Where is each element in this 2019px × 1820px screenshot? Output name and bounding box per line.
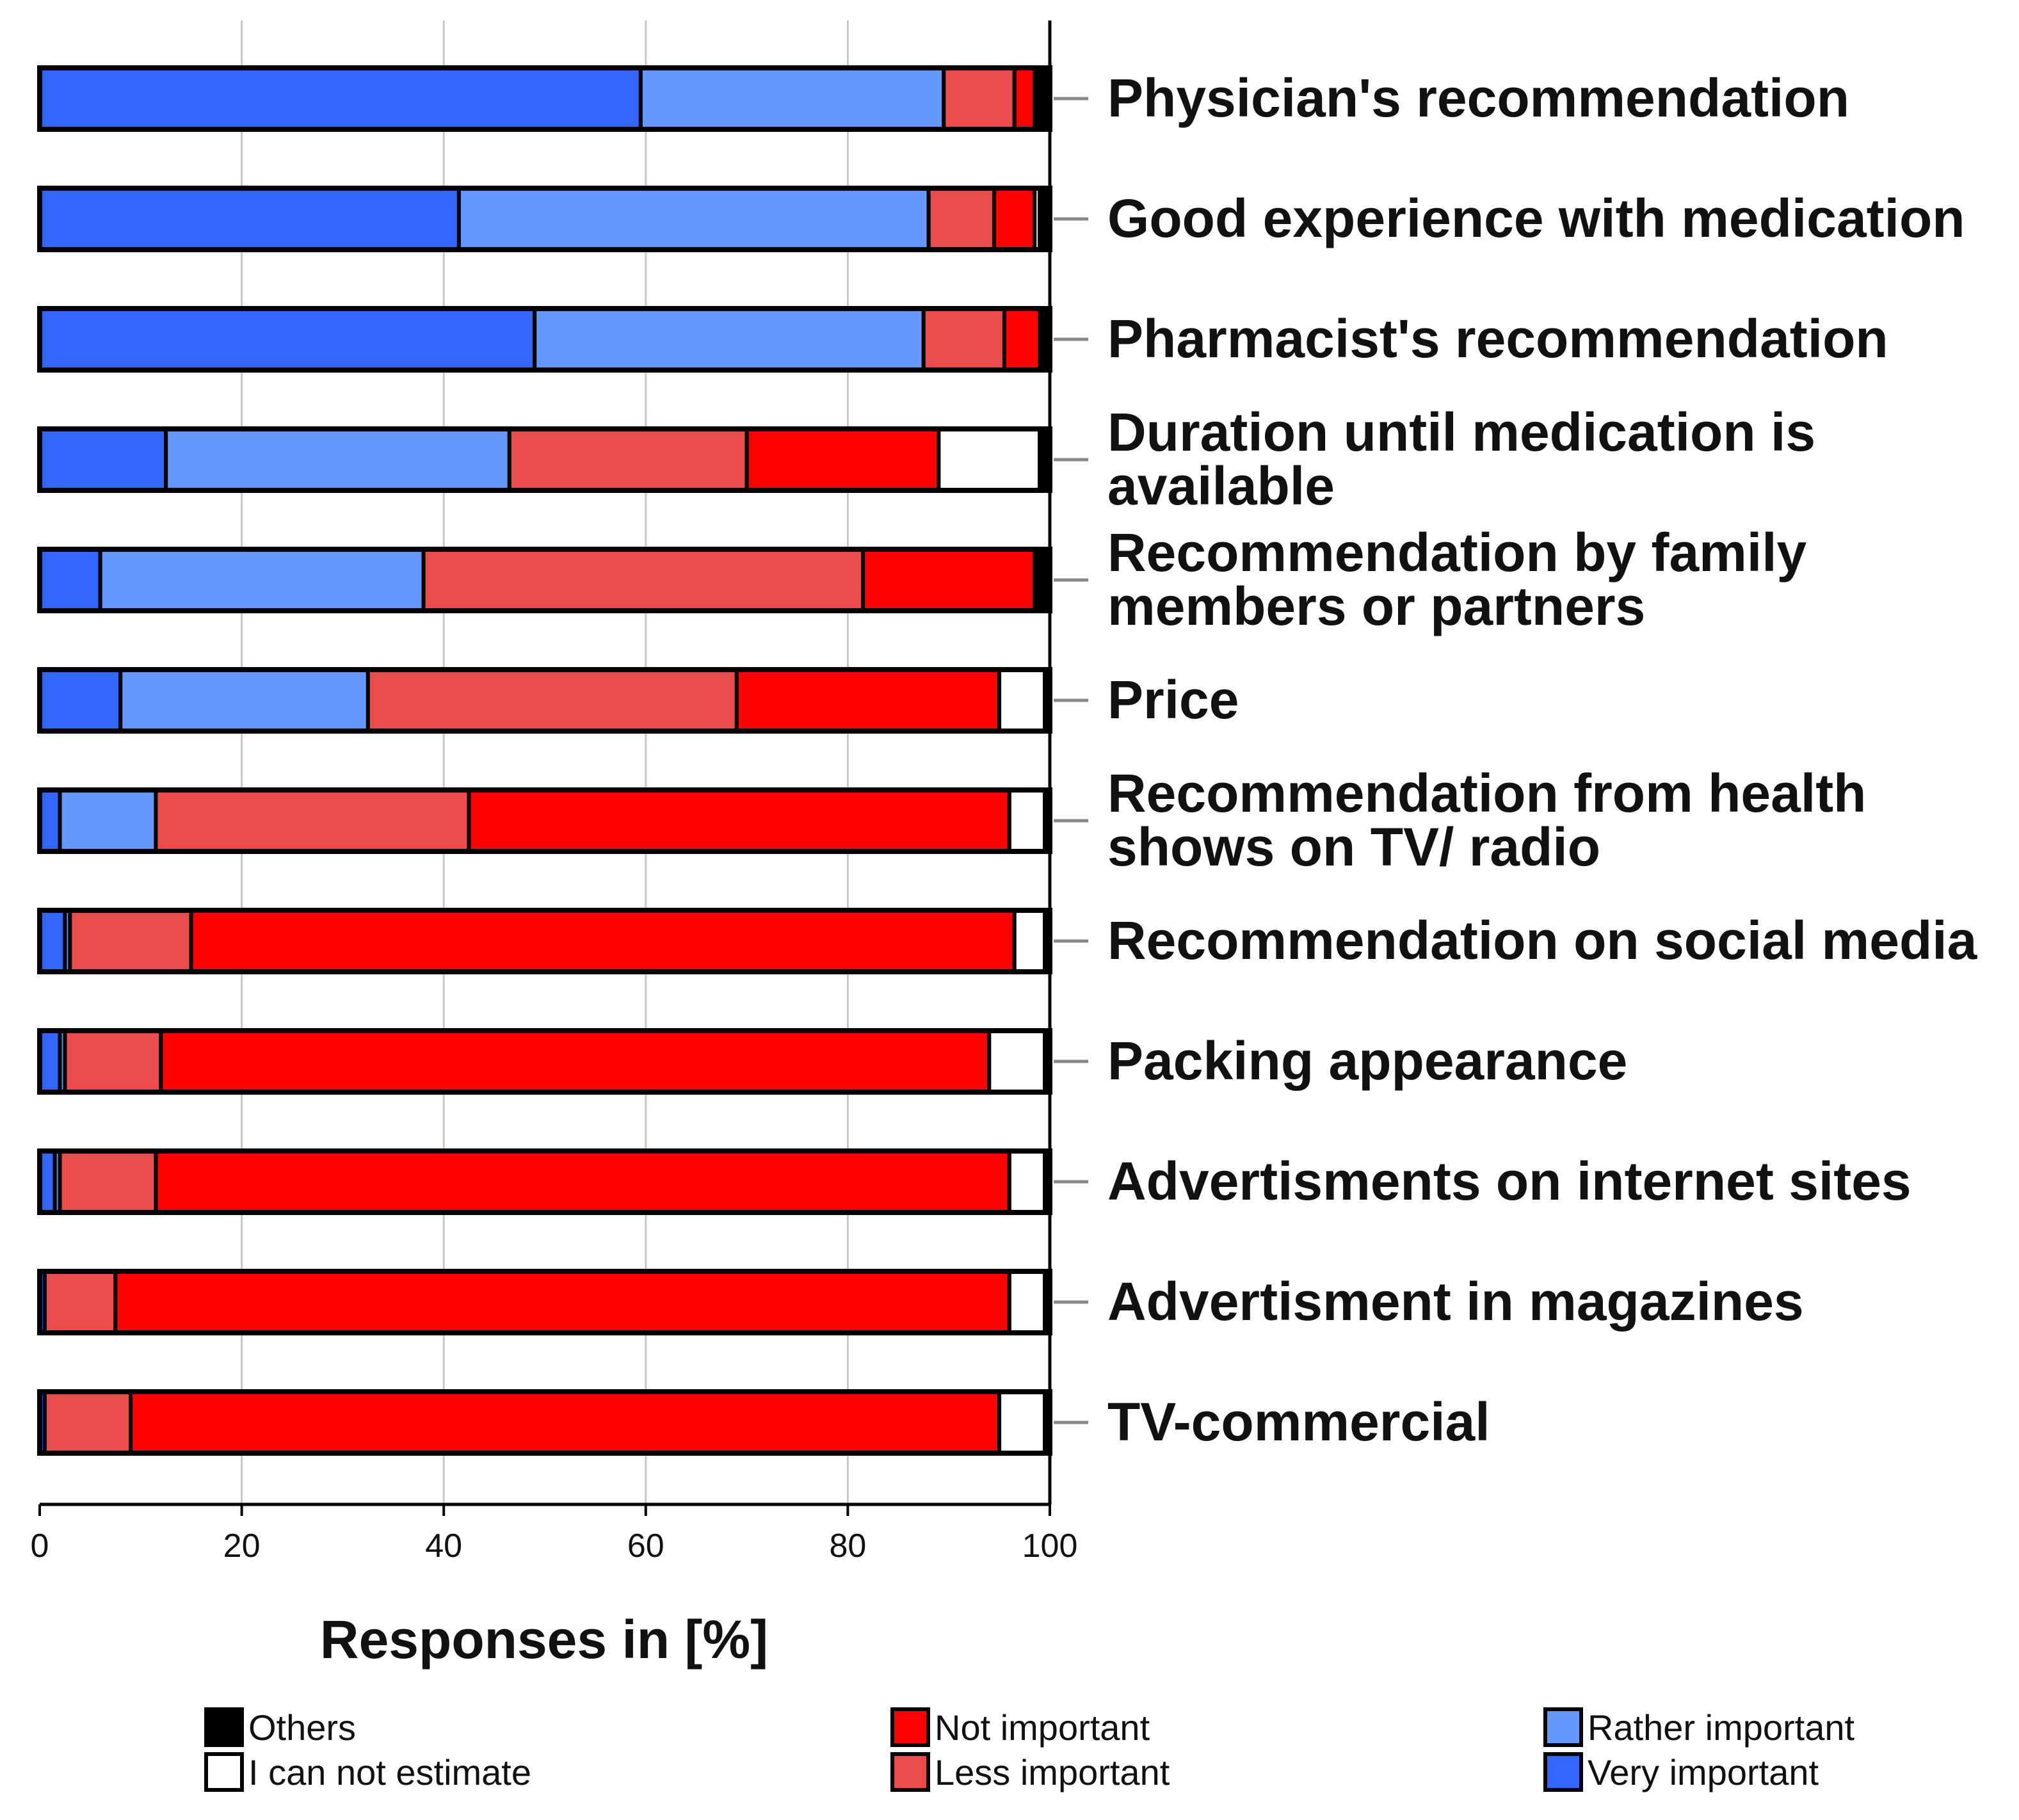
gridlines	[241, 20, 849, 1504]
category-label: Price	[1107, 670, 1239, 730]
category-label: shows on TV/ radio	[1107, 817, 1600, 877]
bar-segment-very-important-row-6	[38, 668, 123, 733]
category-label: Advertisments on internet sites	[1107, 1151, 1911, 1211]
category-label: Recommendation on social media	[1107, 910, 1978, 970]
bar-segment-i-can-not-estimate-row-6	[997, 668, 1047, 733]
category-label: Pharmacist's recommendation	[1107, 309, 1888, 369]
bar-segment-i-can-not-estimate-row-4	[937, 427, 1042, 492]
category-label: Physician's recommendation	[1107, 68, 1849, 128]
legend-swatch	[204, 1707, 244, 1747]
bar-segment-less-important-row-9	[63, 1029, 163, 1094]
bar-segment-very-important-row-9	[38, 1029, 62, 1094]
bar-segment-i-can-not-estimate-row-8	[1012, 908, 1047, 974]
legend-item-very-important: Very important	[1543, 1752, 1819, 1792]
bar-segment-rather-important-row-6	[118, 668, 370, 733]
legend-label: Very important	[1588, 1752, 1819, 1792]
bar-segment-very-important-row-7	[38, 788, 62, 853]
x-tick-label: 20	[223, 1527, 261, 1565]
bar-segment-very-important-row-8	[38, 908, 67, 974]
legend-item-rather-important: Rather important	[1543, 1707, 1855, 1748]
bar-segment-not-important-row-8	[189, 908, 1017, 974]
legend-label: Others	[248, 1707, 356, 1748]
bar-segment-rather-important-row-2	[456, 186, 931, 252]
bar-segment-i-can-not-estimate-row-11	[1007, 1269, 1047, 1335]
category-label: Recommendation by family	[1107, 522, 1807, 583]
legend-item-i-can-not-estimate: I can not estimate	[204, 1752, 531, 1792]
bar-segment-very-important-row-1	[38, 66, 643, 131]
bar-segment-not-important-row-9	[159, 1029, 992, 1094]
bar-segment-not-important-row-5	[861, 547, 1037, 613]
bar-segment-rather-important-row-4	[164, 427, 511, 492]
x-tick-label: 0	[31, 1527, 49, 1565]
category-label: members or partners	[1107, 576, 1645, 636]
bar-segment-rather-important-row-5	[98, 547, 426, 613]
bar-segment-rather-important-row-7	[58, 788, 158, 853]
bar-segment-less-important-row-4	[507, 427, 749, 492]
bar-segment-i-can-not-estimate-row-7	[1007, 788, 1047, 853]
x-tick-label: 60	[627, 1527, 664, 1565]
bar-segment-rather-important-row-1	[638, 66, 946, 131]
legend-label: Rather important	[1588, 1707, 1855, 1748]
axes: 0 20 40 60 80 100 Responses in [%]	[31, 20, 1088, 1670]
bar-segment-not-important-row-2	[992, 186, 1037, 252]
x-tick-label: 80	[829, 1527, 866, 1565]
bar-segment-less-important-row-6	[366, 668, 739, 733]
bar-segment-less-important-row-3	[921, 307, 1006, 372]
legend-swatch	[204, 1752, 244, 1792]
legend-label: I can not estimate	[248, 1752, 531, 1792]
bar-segment-not-important-row-1	[1012, 66, 1037, 131]
legend-swatch	[1543, 1752, 1583, 1792]
category-label: Advertisment in magazines	[1107, 1271, 1804, 1332]
bar-segment-less-important-row-10	[58, 1149, 158, 1214]
category-label: Duration until medication is	[1107, 402, 1815, 462]
bar-segment-less-important-row-2	[926, 186, 997, 252]
legend-swatch	[890, 1752, 930, 1792]
bar-segment-less-important-row-12	[42, 1390, 133, 1455]
legend-label: Not important	[935, 1707, 1150, 1748]
bar-segment-very-important-row-4	[38, 427, 168, 492]
bar-segment-not-important-row-7	[467, 788, 1011, 853]
bar-segment-i-can-not-estimate-row-9	[987, 1029, 1047, 1094]
bar-segment-not-important-row-3	[1002, 307, 1042, 372]
bar-segment-not-important-row-6	[734, 668, 1002, 733]
legend-label: Less important	[935, 1752, 1170, 1792]
category-label: available	[1107, 456, 1335, 516]
x-tick-label: 100	[1022, 1527, 1078, 1565]
bar-segment-less-important-row-7	[154, 788, 471, 853]
bar-segment-very-important-row-3	[38, 307, 537, 372]
bar-segment-not-important-row-4	[744, 427, 941, 492]
bar-segment-rather-important-row-3	[533, 307, 926, 372]
category-label: TV-commercial	[1107, 1392, 1490, 1452]
legend-item-not-important: Not important	[890, 1707, 1150, 1748]
bars	[37, 65, 1052, 1456]
bar-segment-very-important-row-2	[38, 186, 461, 252]
legend-swatch	[890, 1707, 930, 1747]
bar-segment-not-important-row-12	[129, 1390, 1002, 1455]
x-axis-title: Responses in [%]	[320, 1609, 768, 1670]
bar-segment-not-important-row-10	[154, 1149, 1011, 1214]
bar-segment-i-can-not-estimate-row-10	[1007, 1149, 1047, 1214]
x-tick-label: 40	[425, 1527, 462, 1565]
bar-segment-very-important-row-5	[38, 547, 102, 613]
legend-item-others: Others	[204, 1707, 356, 1748]
category-label: Recommendation from health	[1107, 763, 1866, 823]
legend-item-less-important: Less important	[890, 1752, 1170, 1792]
legend-swatch	[1543, 1707, 1583, 1747]
bar-segment-less-important-row-5	[421, 547, 865, 613]
bar-segment-i-can-not-estimate-row-12	[997, 1390, 1047, 1455]
bar-segment-less-important-row-1	[942, 66, 1017, 131]
category-labels: Physician's recommendation Good experienc…	[1107, 68, 1978, 1452]
bar-segment-not-important-row-11	[113, 1269, 1011, 1335]
category-label: Packing appearance	[1107, 1031, 1627, 1091]
category-label: Good experience with medication	[1107, 188, 1965, 248]
bar-segment-less-important-row-11	[42, 1269, 118, 1335]
bar-segment-less-important-row-8	[68, 908, 193, 974]
